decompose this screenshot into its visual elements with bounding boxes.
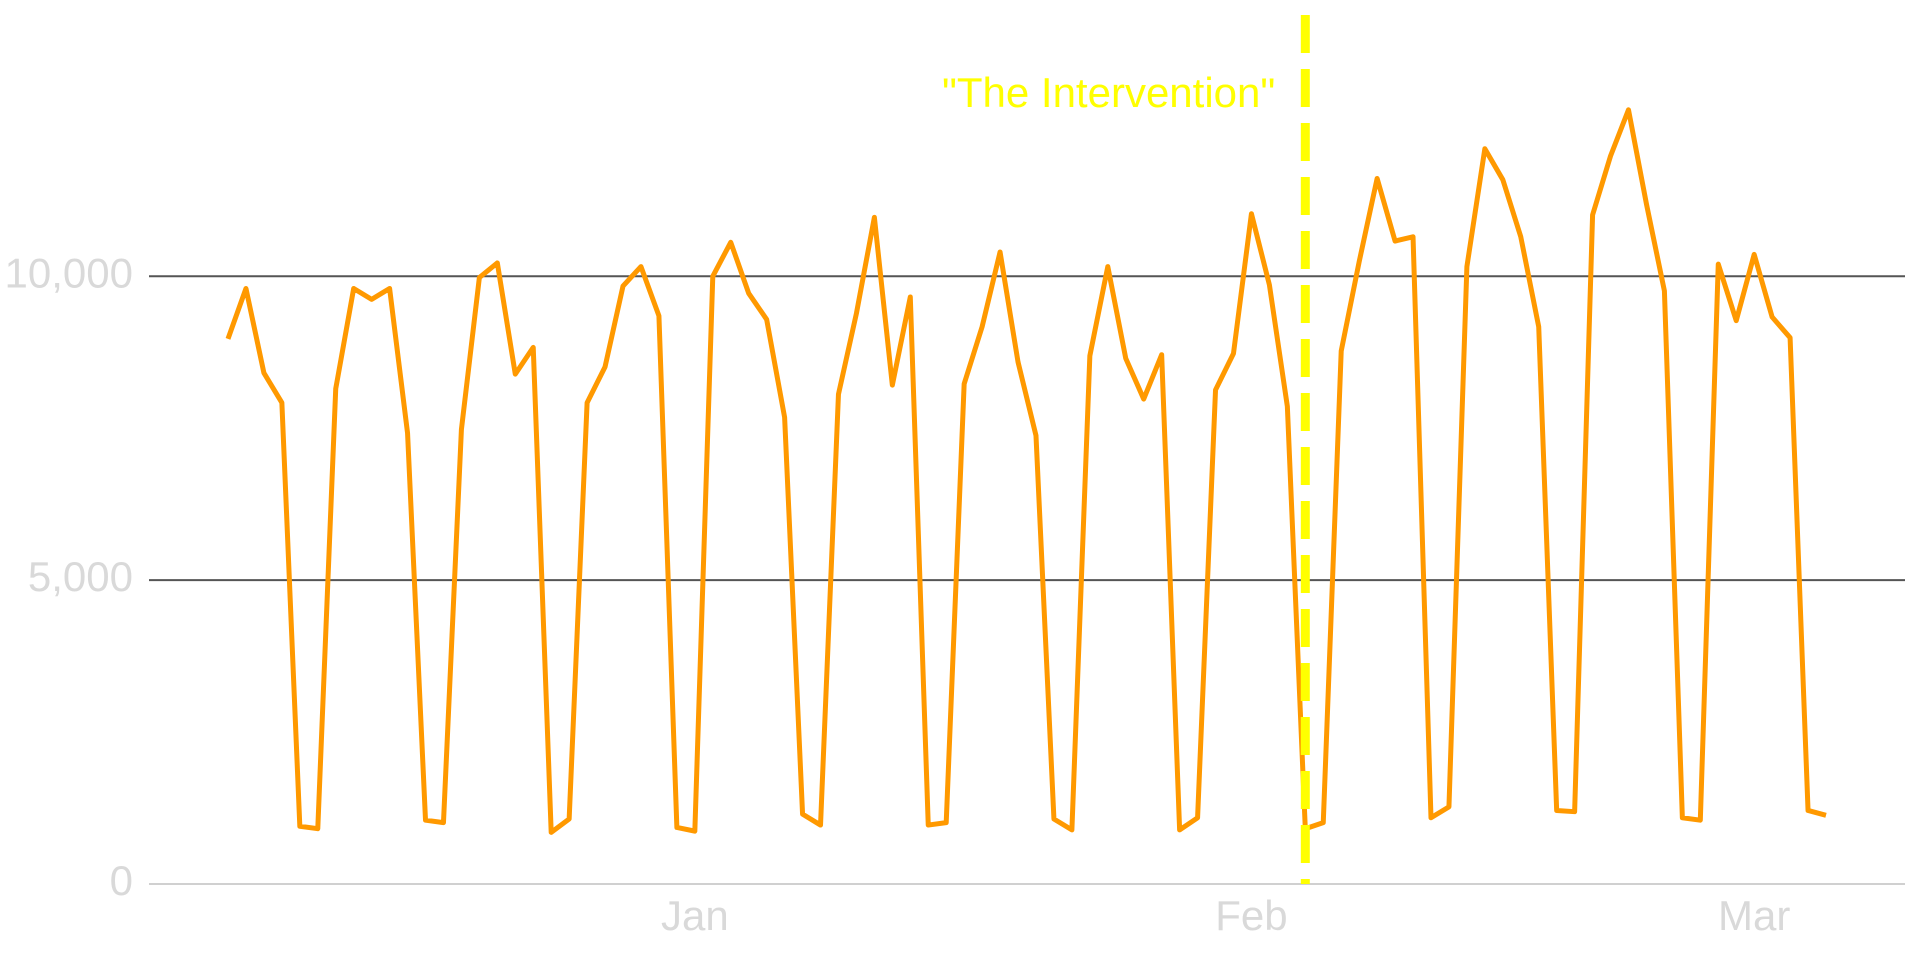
y-tick-label: 0 [110,857,133,904]
annotation-text: "The Intervention" [942,69,1275,116]
y-tick-label: 5,000 [28,553,133,600]
x-tick-label: Feb [1215,892,1287,939]
y-tick-label: 10,000 [5,249,133,296]
x-tick-label: Mar [1718,892,1790,939]
x-tick-label: Jan [661,892,729,939]
data-line [225,107,1827,835]
